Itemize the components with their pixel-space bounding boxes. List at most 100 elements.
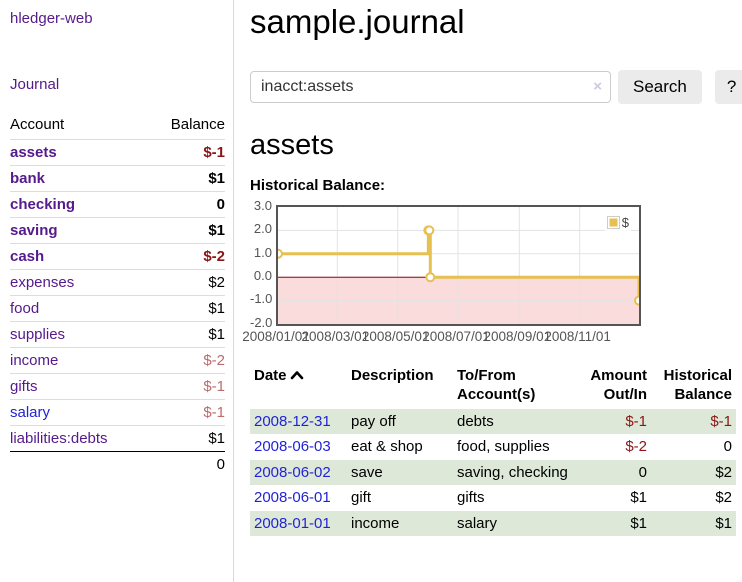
app-title-link[interactable]: hledger-web [10, 10, 93, 27]
account-balance: $1 [148, 425, 225, 452]
register-date-cell: 2008-12-31 [250, 409, 347, 435]
y-axis-tick-label: -1.0 [250, 291, 273, 307]
accounts-header-balance: Balance [170, 116, 225, 133]
transaction-date-link[interactable]: 2008-06-01 [254, 489, 331, 507]
search-input[interactable] [250, 70, 611, 103]
register-row: 2008-06-02 save saving, checking 0 $2 [250, 459, 736, 486]
account-link[interactable]: liabilities:debts [10, 430, 108, 447]
account-balance: $1 [148, 165, 225, 192]
transaction-date-link[interactable]: 2008-06-03 [254, 438, 331, 456]
transaction-date-link[interactable]: 2008-01-01 [254, 514, 331, 532]
search-form: × Search ? [250, 69, 742, 104]
account-link[interactable]: cash [10, 248, 45, 265]
account-row: supplies $1 [10, 321, 225, 348]
register-amount-cell: $-2 [625, 438, 647, 456]
search-input-wrap: × [250, 70, 611, 103]
register-description-cell: income [351, 514, 400, 532]
account-link[interactable]: gifts [10, 378, 38, 395]
account-link[interactable]: checking [10, 196, 76, 213]
y-axis-tick-label: 0.0 [253, 268, 272, 284]
account-balance: $-2 [148, 243, 225, 270]
register-accounts-cell: saving, checking [457, 463, 568, 481]
sidebar-item-journal[interactable]: Journal [10, 76, 60, 93]
accounts-table: Account Balance assets $-1 bank $1 checking 0… [10, 114, 225, 477]
account-link[interactable]: saving [10, 222, 58, 239]
account-link[interactable]: expenses [10, 274, 75, 291]
account-balance: $-2 [148, 347, 225, 374]
account-link[interactable]: supplies [10, 326, 66, 343]
col-header-description: Description [351, 366, 434, 384]
chart-canvas [278, 206, 639, 324]
register-amount-cell: $-1 [625, 412, 647, 430]
register-balance-cell: $2 [715, 489, 732, 507]
chart-title: Historical Balance: [250, 176, 386, 194]
account-link[interactable]: salary [10, 404, 51, 421]
account-row: saving $1 [10, 217, 225, 244]
account-row: gifts $-1 [10, 373, 225, 400]
register-amount-cell: 0 [638, 463, 647, 481]
clear-search-icon[interactable]: × [593, 77, 602, 95]
col-header-amount: Amount Out/In [590, 366, 647, 404]
account-row: food $1 [10, 295, 225, 322]
account-row: checking 0 [10, 191, 225, 218]
search-button[interactable]: Search [618, 69, 702, 104]
col-header-accounts: To/From Account(s) [457, 366, 536, 404]
register-header-row: Date Description To/From Account(s) Amou… [250, 364, 736, 409]
register-table: Date Description To/From Account(s) Amou… [250, 364, 736, 537]
y-axis-tick-label: -2.0 [250, 314, 273, 330]
register-accounts-cell: salary [457, 514, 498, 532]
register-accounts-cell: gifts [457, 489, 485, 507]
register-accounts-cell: debts [457, 412, 494, 430]
accounts-total-value: 0 [148, 451, 225, 477]
x-axis-tick-label: 2008/09/01 [483, 328, 552, 344]
y-axis-tick-label: 3.0 [253, 197, 272, 213]
y-axis-tick-label: 2.0 [253, 221, 272, 237]
x-axis-tick-label: 2008/01/01 [242, 328, 310, 344]
date-header-label: Date [254, 366, 287, 384]
sidebar: hledger-web Journal Account Balance asse… [0, 0, 234, 582]
account-balance: $1 [148, 295, 225, 322]
chart-plot-area: $ [276, 204, 641, 326]
register-date-cell: 2008-06-01 [250, 485, 347, 511]
account-link[interactable]: bank [10, 170, 46, 187]
register-balance-cell: $1 [715, 514, 732, 532]
account-row: bank $1 [10, 165, 225, 192]
account-balance: $1 [148, 217, 225, 244]
accounts-header-account: Account [10, 116, 65, 133]
register-row: 2008-01-01 income salary $1 $1 [250, 510, 736, 537]
transaction-date-link[interactable]: 2008-12-31 [254, 412, 331, 430]
x-axis-tick-label: 2008/05/01 [361, 328, 430, 344]
col-header-balance: Historical Balance [663, 366, 732, 404]
register-date-cell: 2008-01-01 [250, 511, 347, 537]
account-balance: $-1 [148, 399, 225, 426]
balance-chart: 3.0 2.0 1.0 0.0 -1.0 -2.0 $ 2008/01/01 2008/03… [242, 198, 646, 347]
transaction-date-link[interactable]: 2008-06-02 [254, 463, 331, 481]
main-content: sample.journal × Search ? assets Histori… [234, 0, 742, 582]
sort-ascending-chevron-icon [290, 371, 303, 380]
x-axis-tick-label: 2008/07/01 [422, 328, 490, 344]
x-axis-tick-label: 2008/03/01 [301, 328, 370, 344]
register-row: 2008-06-01 gift gifts $1 $2 [250, 485, 736, 511]
register-row: 2008-06-03 eat & shop food, supplies $-2 0 [250, 434, 736, 460]
account-balance: $-1 [148, 373, 225, 400]
register-amount-cell: $1 [630, 489, 647, 507]
account-link[interactable]: food [10, 300, 40, 317]
account-row: cash $-2 [10, 243, 225, 270]
accounts-total-row: 0 [10, 451, 225, 477]
register-accounts-cell: food, supplies [457, 438, 550, 456]
account-heading: assets [250, 128, 334, 161]
account-balance: 0 [148, 191, 225, 218]
register-description-cell: eat & shop [351, 438, 423, 456]
account-balance: $1 [148, 321, 225, 348]
accounts-header-row: Account Balance [10, 114, 225, 140]
col-header-date[interactable]: Date [250, 364, 347, 409]
account-link[interactable]: assets [10, 144, 57, 161]
account-link[interactable]: income [10, 352, 59, 369]
accounts-total-spacer [10, 451, 149, 477]
account-row: liabilities:debts $1 [10, 425, 225, 452]
help-button[interactable]: ? [714, 69, 742, 104]
register-description-cell: save [351, 463, 383, 481]
legend-label: $ [621, 214, 629, 230]
register-amount-cell: $1 [630, 514, 647, 532]
